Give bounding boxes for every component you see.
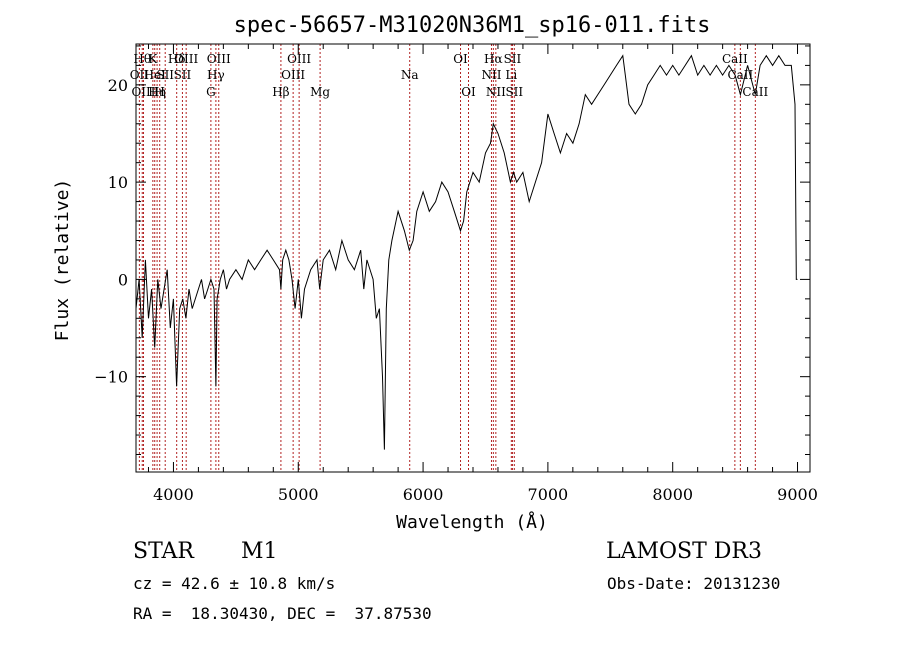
line-marker-label: Hδ (168, 52, 186, 66)
y-axis-label: Flux (relative) (52, 179, 73, 342)
x-axis-label: Wavelength (Å) (396, 511, 548, 533)
line-marker-label: K (148, 52, 158, 66)
line-marker-label: H (154, 85, 164, 99)
x-tick-label: 7000 (528, 485, 569, 504)
y-tick-label: 20 (108, 76, 128, 95)
line-marker-label: OII (130, 68, 150, 82)
redshift-readout: cz = 42.6 ± 10.8 km/s (133, 574, 336, 593)
survey-name: LAMOST DR3 (606, 539, 762, 564)
line-labels: OIIHθOIIIKHeIHηHSIIHδSIIOIIIGHγOIIIHβOII… (130, 52, 769, 99)
x-tick-label: 6000 (403, 485, 444, 504)
line-marker-label: SII (174, 68, 192, 82)
line-marker-label: Hα (484, 52, 503, 66)
line-marker-label: SII (156, 68, 174, 82)
chart-title: spec-56657-M31020N36M1_sp16-011.fits (234, 13, 711, 38)
line-marker-label: CaII (727, 68, 753, 82)
line-marker-label: Mg (310, 85, 330, 99)
line-marker-label: Na (401, 68, 419, 82)
obs-date: Obs-Date: 20131230 (607, 574, 781, 593)
y-tick-label: 0 (118, 270, 128, 289)
coordinates: RA = 18.30430, DEC = 37.87530 (133, 604, 432, 623)
line-markers (138, 44, 756, 472)
x-tick-label: 9000 (777, 485, 818, 504)
line-marker-label: OIII (207, 52, 231, 66)
line-marker-label: OIII (281, 68, 305, 82)
line-marker-label: OIII (131, 85, 155, 99)
line-marker-label: Hγ (207, 68, 225, 82)
line-marker-label: SII (504, 52, 522, 66)
line-marker-label: HeI (144, 68, 167, 82)
line-marker-label: Hη (148, 85, 166, 99)
x-tick-label: 4000 (153, 485, 194, 504)
line-marker-label: Hβ (272, 85, 289, 99)
y-axis-ticks: −10 0 10 20 (94, 45, 810, 455)
object-class: STAR (133, 539, 194, 564)
line-marker-label: G (206, 85, 216, 99)
line-marker-label: NII (486, 85, 506, 99)
x-axis-ticks: 4000 5000 6000 7000 8000 9000 (147, 44, 818, 504)
spectrum-line (135, 54, 798, 450)
x-tick-label: 5000 (278, 485, 319, 504)
line-marker-label: Hθ (133, 52, 151, 66)
plot-frame (135, 43, 811, 473)
line-marker-label: OIII (174, 52, 198, 66)
line-marker-label: OIII (287, 52, 311, 66)
line-marker-label: Li (505, 68, 517, 82)
line-marker-label: CaII (722, 52, 748, 66)
x-tick-label: 8000 (652, 485, 693, 504)
y-tick-label: 10 (108, 173, 128, 192)
subclass: M1 (241, 539, 278, 564)
line-marker-label: OI (453, 52, 468, 66)
line-marker-label: SII (505, 85, 523, 99)
y-tick-label: −10 (94, 368, 128, 387)
line-marker-label: OI (461, 85, 476, 99)
line-marker-label: NII (481, 68, 501, 82)
